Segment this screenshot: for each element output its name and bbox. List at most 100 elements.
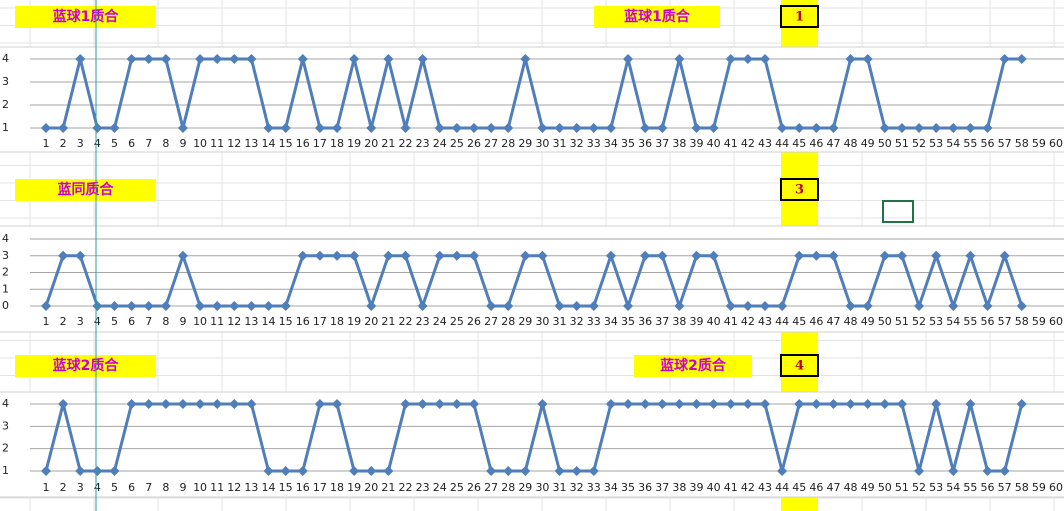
x-tick-label: 32: [570, 137, 584, 150]
x-tick-label: 47: [826, 137, 840, 150]
point: [657, 250, 668, 261]
x-tick-label: 48: [844, 481, 858, 494]
y-tick-label: 4: [2, 397, 9, 410]
x-tick-label: 35: [621, 137, 635, 150]
x-tick-label: 19: [347, 137, 361, 150]
x-tick-label: 17: [313, 137, 327, 150]
x-tick-label: 12: [227, 481, 241, 494]
x-tick-label: 6: [128, 137, 135, 150]
point: [229, 301, 240, 311]
x-tick-label: 23: [416, 137, 430, 150]
x-tick-label: 51: [895, 481, 909, 494]
point: [588, 123, 599, 133]
x-tick-label: 42: [741, 315, 755, 328]
point: [862, 301, 873, 311]
x-tick-label: 22: [398, 315, 412, 328]
point: [332, 399, 343, 409]
x-tick-label: 41: [724, 137, 738, 150]
point: [982, 466, 993, 476]
point: [486, 466, 497, 476]
x-tick-label: 47: [826, 481, 840, 494]
point: [571, 466, 582, 476]
x-tick-label: 24: [433, 137, 447, 150]
point: [691, 123, 702, 133]
point: [297, 250, 308, 261]
x-tick-label: 12: [227, 137, 241, 150]
point: [109, 466, 120, 476]
x-tick-label: 11: [210, 481, 224, 494]
x-tick-label: 45: [792, 481, 806, 494]
x-tick-label: 14: [262, 481, 276, 494]
point: [965, 250, 976, 261]
point: [828, 250, 839, 261]
point: [708, 123, 719, 133]
x-tick-label: 17: [313, 481, 327, 494]
x-tick-label: 51: [895, 137, 909, 150]
x-tick-label: 51: [895, 315, 909, 328]
x-tick-label: 11: [210, 137, 224, 150]
point: [948, 123, 959, 133]
point: [674, 54, 685, 64]
y-tick-label: 3: [2, 419, 9, 432]
point: [486, 123, 497, 133]
annotation: 蓝球1质合: [624, 8, 691, 25]
point: [246, 301, 257, 311]
x-tick-label: 43: [758, 481, 772, 494]
point: [742, 54, 753, 64]
x-tick-label: 2: [60, 137, 67, 150]
x-tick-label: 40: [707, 481, 721, 494]
point: [486, 301, 497, 311]
x-tick-label: 39: [690, 315, 704, 328]
point: [605, 123, 616, 133]
series-line: [44, 254, 1024, 308]
x-tick-label: 34: [604, 137, 618, 150]
series-line: [44, 402, 1024, 473]
point: [1016, 54, 1027, 64]
point: [965, 123, 976, 133]
x-tick-label: 37: [655, 315, 669, 328]
y-tick-label: 3: [2, 75, 9, 88]
x-tick-label: 48: [844, 137, 858, 150]
x-tick-label: 16: [296, 481, 310, 494]
x-tick-label: 58: [1015, 137, 1029, 150]
x-tick-label: 44: [775, 137, 789, 150]
point: [332, 123, 343, 133]
x-tick-label: 8: [162, 481, 169, 494]
x-tick-label: 11: [210, 315, 224, 328]
x-tick-label: 32: [570, 315, 584, 328]
point: [417, 399, 428, 409]
x-tick-label: 13: [244, 481, 258, 494]
x-tick-label: 28: [501, 137, 515, 150]
series-line: [46, 57, 1022, 130]
x-tick-label: 41: [724, 481, 738, 494]
point: [588, 466, 599, 476]
x-tick-label: 45: [792, 137, 806, 150]
point: [811, 399, 822, 409]
x-tick-label: 15: [279, 481, 293, 494]
point: [109, 301, 120, 311]
x-tick-label: 12: [227, 315, 241, 328]
selected-cell[interactable]: [882, 200, 914, 223]
point: [349, 466, 360, 476]
point: [520, 54, 531, 64]
x-tick-label: 59: [1032, 315, 1046, 328]
point: [554, 123, 565, 133]
x-tick-label: 19: [347, 481, 361, 494]
point: [931, 123, 942, 133]
point: [759, 54, 770, 64]
point: [41, 301, 51, 311]
point: [246, 54, 257, 64]
point: [777, 123, 788, 133]
x-tick-label: 24: [433, 481, 447, 494]
x-tick-label: 50: [878, 137, 892, 150]
point: [75, 466, 86, 476]
point: [41, 466, 51, 476]
x-tick-label: 17: [313, 315, 327, 328]
x-tick-label: 37: [655, 137, 669, 150]
x-tick-label: 41: [724, 315, 738, 328]
x-tick-label: 26: [467, 481, 481, 494]
point: [948, 301, 959, 311]
x-tick-label: 3: [77, 315, 84, 328]
point: [1016, 301, 1027, 311]
